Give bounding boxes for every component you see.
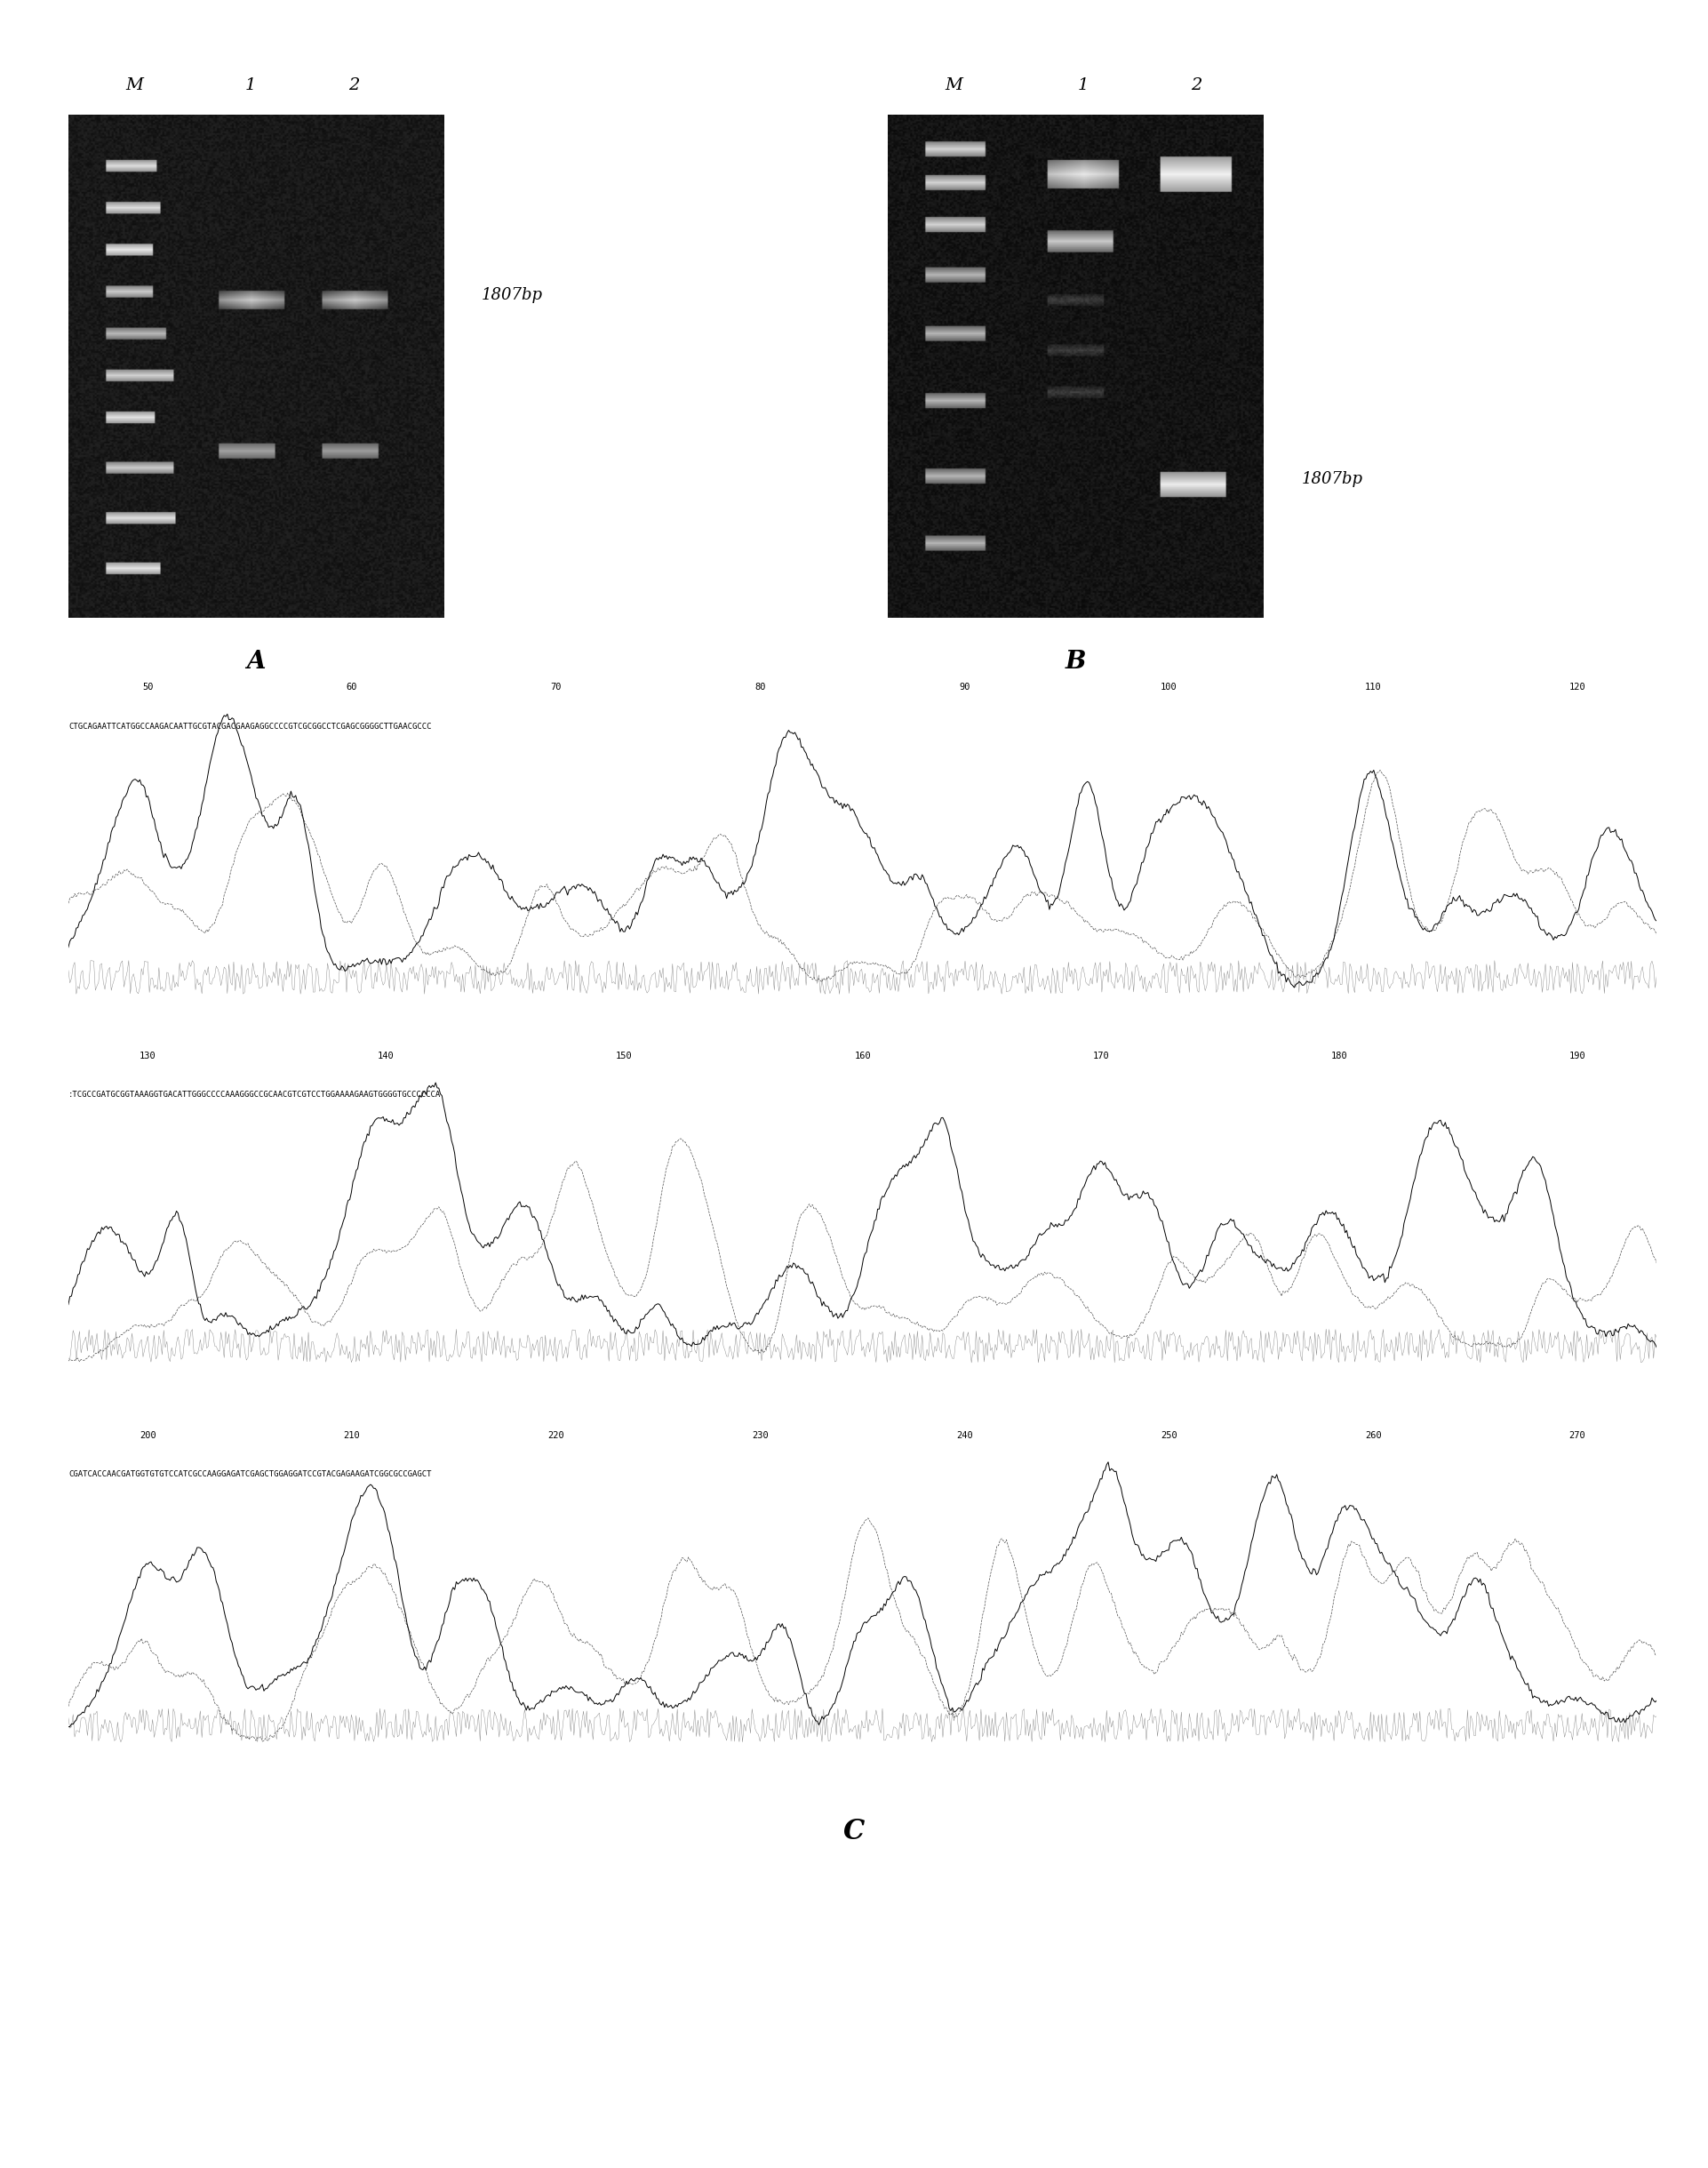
Text: 230: 230 <box>752 1431 769 1440</box>
Text: CTGCAGAATTCATGGCCAAGACAATTGCGTACGACGAAGAGGCCCCGTCGCGGCCTCGAGCGGGGCTTGAACGCCC: CTGCAGAATTCATGGCCAAGACAATTGCGTACGACGAAGA… <box>68 722 432 731</box>
Text: 70: 70 <box>550 683 562 692</box>
Text: CGATCACCAACGATGGTGTGTCCATCGCCAAGGAGATCGAGCTGGAGGATCCGTACGAGAAGATCGGCGCCGAGCT: CGATCACCAACGATGGTGTGTCCATCGCCAAGGAGATCGA… <box>68 1470 432 1479</box>
Text: C: C <box>844 1819 864 1845</box>
Text: 150: 150 <box>617 1051 632 1060</box>
Text: 210: 210 <box>343 1431 360 1440</box>
Text: A: A <box>246 650 266 674</box>
Text: 120: 120 <box>1570 683 1585 692</box>
Text: 2: 2 <box>1190 78 1202 93</box>
Text: 220: 220 <box>548 1431 565 1440</box>
Text: 100: 100 <box>1160 683 1177 692</box>
Text: 140: 140 <box>377 1051 395 1060</box>
Text: 180: 180 <box>1331 1051 1348 1060</box>
Text: M: M <box>125 78 143 93</box>
Text: M: M <box>945 78 963 93</box>
Text: 170: 170 <box>1093 1051 1108 1060</box>
Text: :TCGCCGATGCGGTAAAGGTGACATTGGGCCCCAAAGGGCCGCAACGTCGTCCTGGAAAAGAAGTGGGGTGCCCCCCA: :TCGCCGATGCGGTAAAGGTGACATTGGGCCCCAAAGGGC… <box>68 1091 441 1099</box>
Text: B: B <box>1066 650 1086 674</box>
Text: 200: 200 <box>140 1431 155 1440</box>
Text: 80: 80 <box>755 683 765 692</box>
Text: 130: 130 <box>140 1051 155 1060</box>
Text: 2: 2 <box>348 78 359 93</box>
Text: 1807bp: 1807bp <box>1301 470 1363 488</box>
Text: 250: 250 <box>1160 1431 1177 1440</box>
Text: 1: 1 <box>244 78 256 93</box>
Text: 160: 160 <box>854 1051 871 1060</box>
Text: 60: 60 <box>347 683 357 692</box>
Text: 260: 260 <box>1365 1431 1382 1440</box>
Text: 1807bp: 1807bp <box>482 286 543 304</box>
Text: 90: 90 <box>960 683 970 692</box>
Text: 240: 240 <box>956 1431 974 1440</box>
Text: 270: 270 <box>1570 1431 1585 1440</box>
Text: 190: 190 <box>1570 1051 1585 1060</box>
Text: 1: 1 <box>1078 78 1090 93</box>
Text: 50: 50 <box>142 683 154 692</box>
Text: 110: 110 <box>1365 683 1382 692</box>
